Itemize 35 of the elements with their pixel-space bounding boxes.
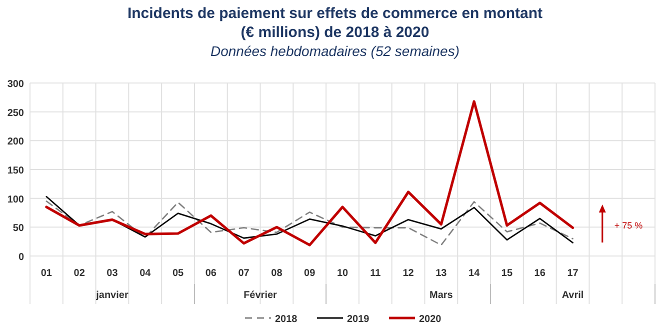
legend-label: 2018 <box>275 314 298 325</box>
legend-label: 2019 <box>347 314 370 325</box>
text: janvier <box>95 290 128 301</box>
x-tick-label: 11 <box>370 268 382 279</box>
text: Mars <box>430 290 454 301</box>
x-tick-label: 02 <box>74 268 86 279</box>
x-tick-label: 15 <box>501 268 513 279</box>
x-tick-label: 05 <box>172 268 184 279</box>
x-tick-label: 16 <box>534 268 546 279</box>
x-tick-label: 17 <box>567 268 579 279</box>
x-tick-label: 14 <box>468 268 480 279</box>
x-tick-label: 10 <box>336 268 348 279</box>
y-tick-label: 250 <box>7 108 24 119</box>
x-tick-label: 09 <box>304 268 316 279</box>
x-tick-label: 04 <box>140 268 152 279</box>
chart-title: Incidents de paiement sur effets de commerce en montant (€ millions) de 2018 à 2020 <box>127 5 543 41</box>
legend-label: 2020 <box>419 314 442 325</box>
y-tick-label: 100 <box>7 194 24 206</box>
x-tick-label: 06 <box>205 268 217 279</box>
chart-subtitle: Données hebdomadaires (52 semaines) <box>210 43 460 59</box>
y-tick-label: 200 <box>7 136 24 148</box>
annotation: + 75 % <box>614 220 643 230</box>
x-tick-label: 12 <box>402 268 414 279</box>
x-tick-label: 03 <box>106 268 118 279</box>
x-tick-label: 08 <box>271 268 283 279</box>
y-tick-label: 300 <box>7 79 24 90</box>
line-series <box>45 100 574 246</box>
text: Février <box>244 290 278 301</box>
text: Avril <box>562 290 584 301</box>
y-tick-label: 150 <box>7 166 24 176</box>
x-tick-label: 07 <box>238 268 250 279</box>
x-tick-label: 13 <box>436 268 448 279</box>
y-tick-label: 0 <box>18 252 24 263</box>
y-tick-label: 50 <box>12 223 24 234</box>
x-tick-label: 01 <box>40 268 52 279</box>
